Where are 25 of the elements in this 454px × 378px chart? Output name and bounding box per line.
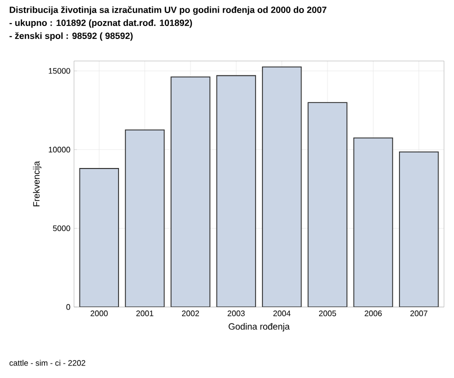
bar bbox=[308, 102, 347, 307]
text: cattle - sim - ci - 2202 bbox=[10, 360, 86, 366]
x-tick-label: 2002 bbox=[182, 310, 199, 316]
bar bbox=[354, 138, 393, 307]
x-tick-label: 2001 bbox=[136, 310, 154, 316]
x-tick-label: 2004 bbox=[273, 310, 291, 316]
x-tick-label: 2006 bbox=[364, 310, 382, 316]
x-axis-title: Godina rođenja bbox=[228, 323, 290, 332]
x-tick-label: 2000 bbox=[90, 310, 108, 316]
bar bbox=[125, 130, 164, 307]
bar bbox=[216, 76, 256, 307]
bar bbox=[262, 66, 302, 307]
x-tick-label: 2007 bbox=[410, 310, 428, 316]
x-tick-label: 2003 bbox=[228, 310, 245, 316]
y-tick-label: 10000 bbox=[48, 146, 70, 152]
chart-title: Distribucija životinja sa izračunatim UV po godini rođenja od 2000 do 2007 bbox=[10, 6, 326, 15]
bar bbox=[80, 168, 119, 307]
bar bbox=[399, 152, 439, 307]
y-tick-label: 0 bbox=[66, 304, 70, 310]
chart-subtitle: - ukupno : 101892 (poznat dat.rođ. 101892) - ženski spol : 98592 ( 98592) bbox=[10, 19, 192, 41]
y-tick-label: 15000 bbox=[48, 68, 70, 74]
y-axis-title: Frekvencija bbox=[32, 161, 42, 206]
bar bbox=[171, 76, 210, 307]
x-tick-label: 2005 bbox=[319, 310, 336, 316]
y-tick-label: 5000 bbox=[52, 225, 70, 232]
